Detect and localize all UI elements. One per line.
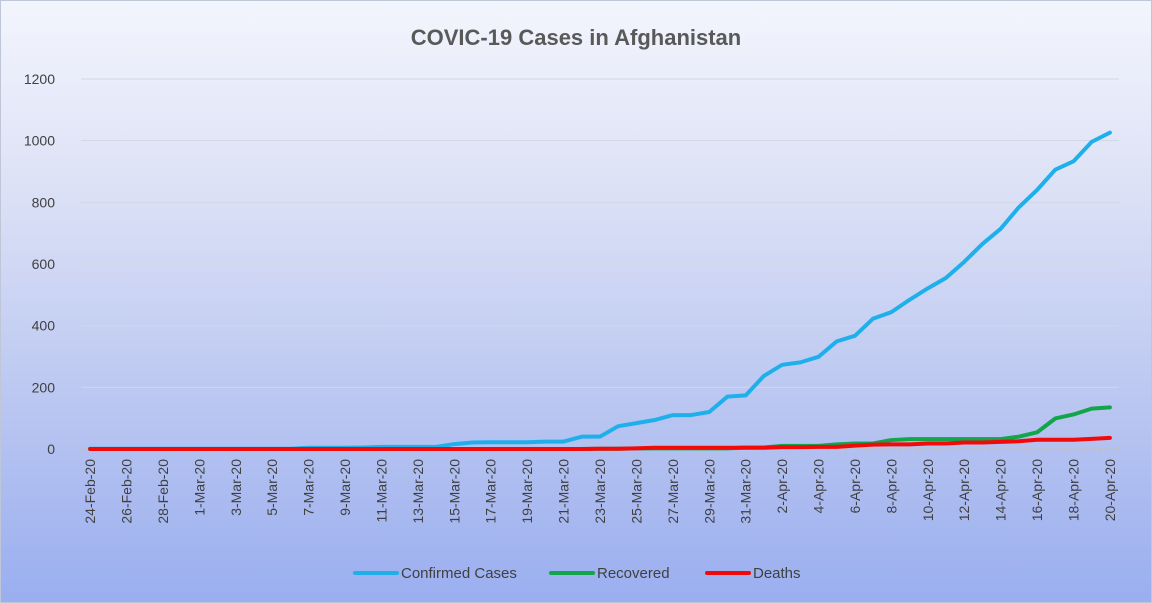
series-line-deaths bbox=[88, 435, 1112, 451]
x-tick-label: 4-Apr-20 bbox=[811, 459, 827, 514]
x-tick-label: 9-Mar-20 bbox=[337, 459, 353, 516]
x-tick-label: 24-Feb-20 bbox=[82, 459, 98, 524]
x-tick-label: 29-Mar-20 bbox=[701, 459, 717, 524]
x-tick-label: 8-Apr-20 bbox=[883, 459, 899, 514]
legend-label: Recovered bbox=[597, 565, 670, 582]
x-tick-label: 31-Mar-20 bbox=[738, 459, 754, 524]
legend-label: Deaths bbox=[753, 565, 801, 582]
x-tick-label: 7-Mar-20 bbox=[301, 459, 317, 516]
legend-item-confirmed-cases: Confirmed Cases bbox=[353, 565, 517, 582]
y-tick-label: 0 bbox=[47, 441, 55, 457]
series-line-confirmed-cases bbox=[88, 130, 1112, 451]
chart-title: COVIC-19 Cases in Afghanistan bbox=[411, 25, 741, 50]
x-tick-label: 2-Apr-20 bbox=[774, 459, 790, 514]
x-tick-label: 10-Apr-20 bbox=[920, 459, 936, 521]
x-tick-label: 14-Apr-20 bbox=[993, 459, 1009, 521]
x-tick-label: 3-Mar-20 bbox=[228, 459, 244, 516]
x-tick-label: 23-Mar-20 bbox=[592, 459, 608, 524]
legend-label: Confirmed Cases bbox=[401, 565, 517, 582]
x-tick-label: 25-Mar-20 bbox=[628, 459, 644, 524]
x-tick-label: 18-Apr-20 bbox=[1065, 459, 1081, 521]
x-tick-label: 16-Apr-20 bbox=[1029, 459, 1045, 521]
x-tick-label: 13-Mar-20 bbox=[410, 459, 426, 524]
x-axis: 24-Feb-20 26-Feb-20 28-Feb-20 1-Mar-20 3-Mar… bbox=[80, 448, 1120, 524]
x-tick-label: 12-Apr-20 bbox=[956, 459, 972, 521]
gridlines bbox=[81, 78, 1119, 388]
y-axis: 0 200 400 600 800 1000 1200 bbox=[24, 71, 55, 457]
x-tick-label: 6-Apr-20 bbox=[847, 459, 863, 514]
x-tick-label: 21-Mar-20 bbox=[556, 459, 572, 524]
y-tick-label: 200 bbox=[32, 379, 56, 395]
y-tick-label: 400 bbox=[32, 318, 56, 334]
x-tick-label: 15-Mar-20 bbox=[446, 459, 462, 524]
y-tick-label: 800 bbox=[32, 194, 56, 210]
x-tick-label: 28-Feb-20 bbox=[155, 459, 171, 524]
x-tick-label: 17-Mar-20 bbox=[483, 459, 499, 524]
x-tick-label: 27-Mar-20 bbox=[665, 459, 681, 524]
legend-item-deaths: Deaths bbox=[705, 565, 801, 582]
y-tick-label: 600 bbox=[32, 256, 56, 272]
y-tick-label: 1200 bbox=[24, 71, 55, 87]
legend: Confirmed Cases Recovered Deaths bbox=[353, 565, 801, 582]
y-tick-label: 1000 bbox=[24, 133, 55, 149]
x-tick-label: 26-Feb-20 bbox=[119, 459, 135, 524]
legend-item-recovered: Recovered bbox=[549, 565, 670, 582]
x-tick-label: 5-Mar-20 bbox=[264, 459, 280, 516]
x-tick-label: 1-Mar-20 bbox=[191, 459, 207, 516]
x-tick-label: 19-Mar-20 bbox=[519, 459, 535, 524]
x-tick-label: 20-Apr-20 bbox=[1102, 459, 1118, 521]
series-lines bbox=[88, 130, 1112, 451]
x-tick-label: 11-Mar-20 bbox=[373, 459, 389, 523]
